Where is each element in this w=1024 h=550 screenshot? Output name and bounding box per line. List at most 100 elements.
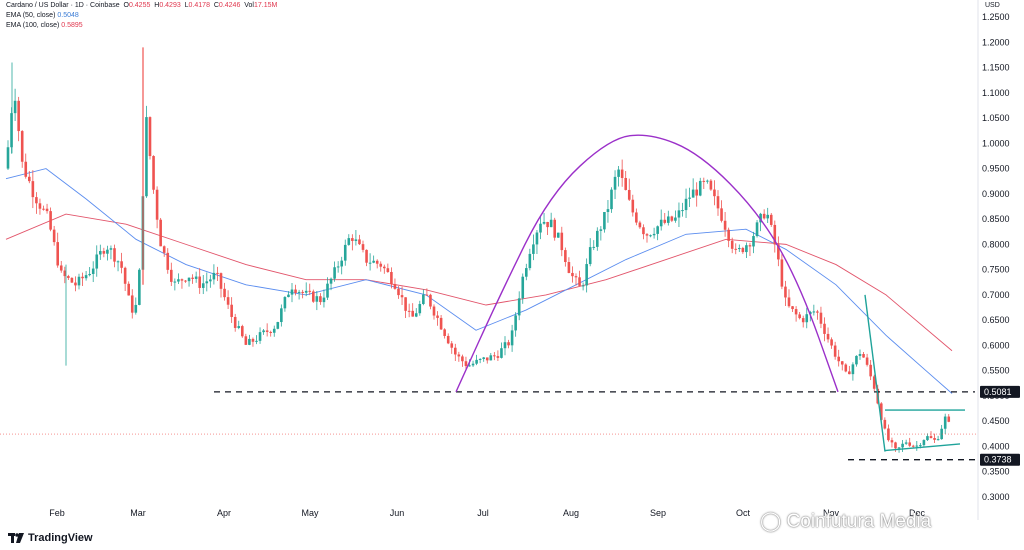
candle-body bbox=[375, 260, 379, 264]
candle-body bbox=[102, 251, 106, 254]
candle-body bbox=[684, 198, 688, 211]
candle-body bbox=[752, 236, 755, 247]
low-value: 0.4178 bbox=[188, 2, 210, 9]
candle-body bbox=[592, 246, 596, 248]
candle-body bbox=[177, 279, 180, 282]
tradingview-logo-text: TradingView bbox=[28, 532, 93, 544]
candle-body bbox=[6, 147, 10, 169]
candle-body bbox=[187, 277, 191, 282]
candle-body bbox=[81, 276, 84, 279]
x-tick-label: Aug bbox=[563, 508, 579, 518]
candle-body bbox=[791, 306, 794, 310]
candle-body bbox=[833, 345, 837, 357]
candle-body bbox=[429, 294, 432, 307]
symbol-label: Cardano / US Dollar · 1D · Coinbase bbox=[6, 2, 120, 9]
x-tick-label: Feb bbox=[49, 508, 65, 518]
candle-body bbox=[627, 189, 631, 200]
candle-body bbox=[730, 240, 734, 249]
candle-body bbox=[372, 260, 375, 263]
candle-body bbox=[155, 189, 159, 220]
candle-body bbox=[617, 169, 620, 177]
candle-body bbox=[265, 330, 269, 332]
candle-body bbox=[610, 189, 613, 210]
candle-body bbox=[404, 297, 407, 311]
candle-body bbox=[645, 234, 649, 236]
candle-body bbox=[425, 294, 429, 296]
candle-body bbox=[20, 131, 24, 162]
candle-body bbox=[315, 296, 319, 302]
tradingview-logo[interactable]: TradingView bbox=[8, 532, 93, 544]
candle-body bbox=[457, 354, 461, 357]
candle-body bbox=[233, 316, 237, 328]
candle-body bbox=[99, 251, 102, 255]
candle-body bbox=[63, 270, 67, 277]
candle-body bbox=[603, 212, 606, 230]
candle-body bbox=[904, 442, 908, 444]
ema50-legend: EMA (50, close) 0.5048 bbox=[6, 12, 79, 19]
candle-body bbox=[212, 272, 216, 280]
candle-body bbox=[393, 284, 397, 289]
candle-body bbox=[31, 181, 35, 198]
candle-body bbox=[716, 196, 720, 209]
candle-body bbox=[649, 235, 652, 237]
y-tick-label: 0.8500 bbox=[982, 214, 1010, 224]
candle-body bbox=[354, 239, 358, 241]
candle-body bbox=[546, 221, 549, 228]
candle-body bbox=[872, 376, 876, 389]
ema50-line bbox=[5, 168, 953, 394]
candle-body bbox=[485, 357, 489, 361]
candle-body bbox=[24, 161, 28, 177]
watermark: ◯ Coinfutura Media bbox=[760, 510, 931, 533]
candle-body bbox=[134, 304, 138, 313]
candle-body bbox=[798, 314, 801, 319]
ema100-line bbox=[5, 213, 953, 352]
candle-body bbox=[670, 216, 674, 221]
candle-body bbox=[702, 180, 706, 182]
candle-body bbox=[59, 265, 63, 271]
candle-body bbox=[539, 223, 542, 233]
x-tick-label: Nov bbox=[823, 508, 840, 518]
candle-body bbox=[262, 330, 265, 333]
candle-body bbox=[865, 357, 869, 365]
y-tick-label: 1.0000 bbox=[982, 138, 1010, 148]
candle-body bbox=[329, 278, 333, 284]
candle-body bbox=[525, 268, 528, 277]
candle-body bbox=[897, 447, 901, 449]
volume-value: 17.15M bbox=[253, 2, 278, 9]
candle-body bbox=[319, 296, 322, 303]
candle-body bbox=[837, 356, 840, 362]
candle-body bbox=[269, 331, 272, 333]
candle-body bbox=[432, 306, 436, 316]
candle-body bbox=[574, 276, 578, 278]
y-tick-label: 1.1500 bbox=[982, 63, 1010, 73]
candle-body bbox=[510, 330, 514, 346]
candle-body bbox=[812, 311, 816, 313]
ema100-legend: EMA (100, close) 0.5895 bbox=[6, 22, 83, 29]
candle-body bbox=[805, 314, 809, 323]
candle-body bbox=[560, 232, 564, 251]
candle-body bbox=[482, 357, 485, 359]
x-tick-label: Sep bbox=[650, 508, 666, 518]
candle-body bbox=[762, 213, 766, 219]
candle-body bbox=[723, 220, 727, 230]
candle-body bbox=[468, 365, 471, 367]
candle-body bbox=[656, 226, 659, 234]
candle-body bbox=[56, 242, 59, 266]
y-tick-label: 0.5500 bbox=[982, 366, 1010, 376]
candle-body bbox=[631, 199, 635, 213]
close-value: 0.4246 bbox=[218, 2, 241, 9]
candle-body bbox=[184, 280, 187, 282]
candle-body bbox=[855, 355, 858, 365]
candle-body bbox=[688, 197, 691, 199]
candle-body bbox=[201, 283, 205, 288]
candle-body bbox=[521, 276, 525, 299]
candle-body bbox=[936, 439, 940, 441]
y-tick-label: 1.2500 bbox=[982, 12, 1010, 22]
y-tick-label: 0.8000 bbox=[982, 239, 1010, 249]
candle-body bbox=[571, 272, 574, 277]
candle-body bbox=[901, 443, 904, 448]
candle-body bbox=[532, 244, 535, 254]
candle-body bbox=[943, 416, 947, 429]
currency-label: USD bbox=[985, 2, 1000, 9]
